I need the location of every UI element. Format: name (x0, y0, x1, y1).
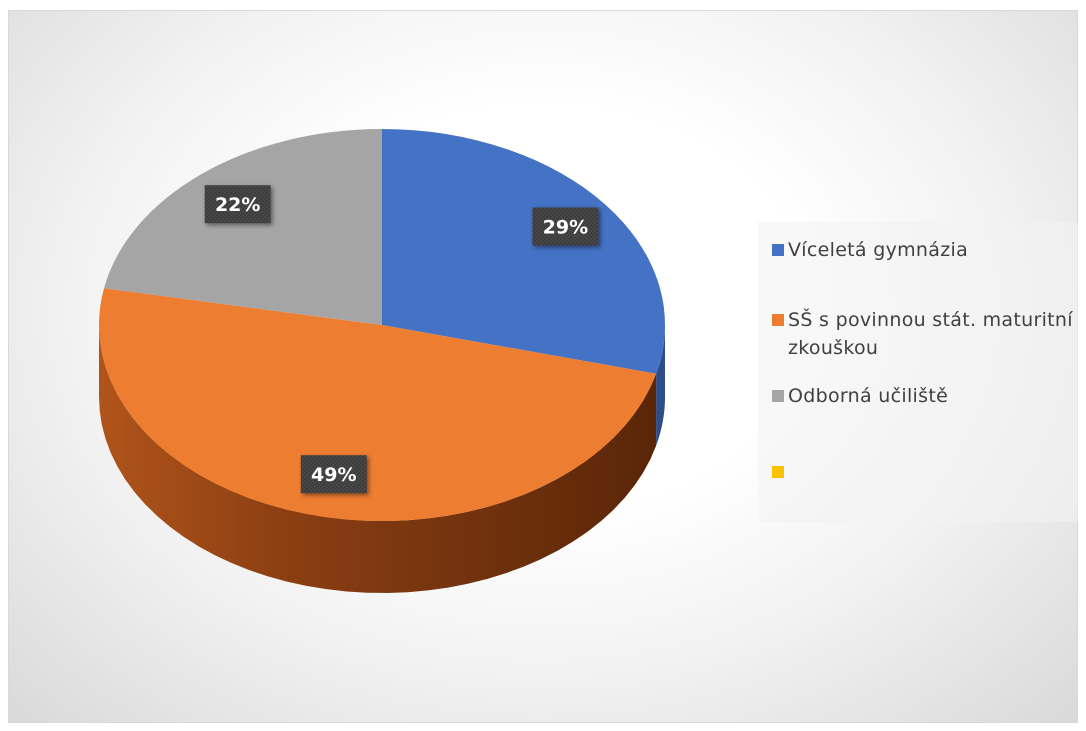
data-label-text-1: 49% (311, 464, 356, 486)
legend-label-gymnazia: Víceletá gymnázia (788, 239, 969, 261)
pie-slice-0 (382, 129, 665, 374)
pie-side-1 (99, 325, 657, 593)
pie-slice-1 (98, 288, 657, 522)
legend-swatch-uciliste (772, 390, 784, 402)
pie-slice-2 (104, 128, 382, 325)
legend-swatch-ss-maturita (772, 314, 784, 326)
legend-item-ss-maturita: SŠ s povinnou stát. maturitní zkouškou (772, 306, 1078, 362)
legend: Víceletá gymnázia SŠ s povinnou stát. ma… (758, 222, 1078, 522)
data-label-0: 29% (532, 207, 599, 246)
legend-label-ss-maturita: SŠ s povinnou stát. maturitní zkouškou (788, 309, 1073, 359)
legend-swatch-empty (772, 466, 784, 478)
data-label-text-2: 22% (215, 194, 260, 216)
data-label-box-0 (532, 207, 599, 246)
data-label-box-2 (204, 185, 271, 224)
pie-side-0 (656, 325, 665, 446)
legend-item-gymnazia: Víceletá gymnázia (772, 236, 1078, 264)
legend-item-uciliste: Odborná učiliště (772, 382, 1078, 410)
legend-item-empty (772, 458, 1078, 478)
legend-label-uciliste: Odborná učiliště (788, 385, 949, 407)
data-label-1: 49% (300, 455, 367, 494)
legend-swatch-gymnazia (772, 244, 784, 256)
data-label-text-0: 29% (543, 217, 588, 239)
data-label-box-1 (300, 455, 367, 494)
data-label-2: 22% (204, 185, 271, 224)
